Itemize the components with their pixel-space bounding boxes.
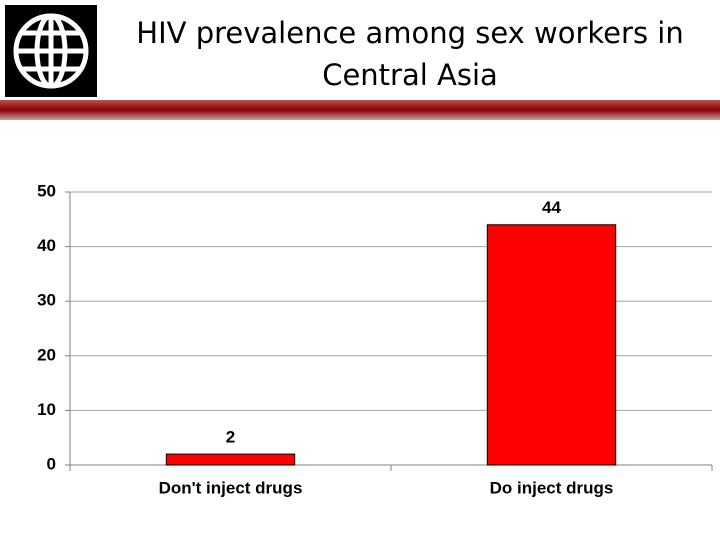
chart-title: HIV prevalence among sex workers in Cent… — [136, 16, 684, 92]
x-tick-label: Do inject drugs — [490, 478, 614, 497]
bar — [486, 224, 617, 466]
x-tick-label: Don't inject drugs — [159, 478, 303, 497]
data-label: 44 — [542, 198, 561, 217]
y-tick-label: 10 — [37, 400, 56, 419]
y-tick-label: 30 — [37, 291, 56, 310]
header-band — [0, 100, 720, 120]
logo — [5, 5, 97, 97]
data-label: 2 — [226, 428, 235, 447]
y-tick-label: 40 — [37, 236, 56, 255]
y-tick-label: 50 — [37, 181, 56, 200]
y-tick-label: 20 — [37, 345, 56, 364]
y-tick-label: 0 — [47, 454, 56, 473]
bar — [165, 453, 296, 466]
